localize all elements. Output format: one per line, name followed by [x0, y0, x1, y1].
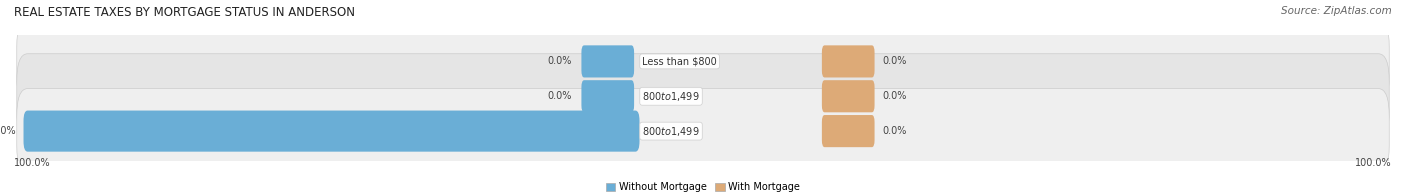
Text: Less than $800: Less than $800	[643, 56, 717, 66]
Text: Source: ZipAtlas.com: Source: ZipAtlas.com	[1281, 6, 1392, 16]
Text: 100.0%: 100.0%	[14, 158, 51, 168]
Text: 100.0%: 100.0%	[1355, 158, 1392, 168]
FancyBboxPatch shape	[582, 80, 634, 112]
FancyBboxPatch shape	[823, 80, 875, 112]
Text: $800 to $1,499: $800 to $1,499	[643, 90, 700, 103]
Text: 0.0%: 0.0%	[547, 56, 572, 66]
Text: $800 to $1,499: $800 to $1,499	[643, 125, 700, 138]
FancyBboxPatch shape	[24, 111, 640, 152]
FancyBboxPatch shape	[17, 89, 1389, 174]
FancyBboxPatch shape	[823, 115, 875, 147]
Text: REAL ESTATE TAXES BY MORTGAGE STATUS IN ANDERSON: REAL ESTATE TAXES BY MORTGAGE STATUS IN …	[14, 6, 356, 19]
Text: 0.0%: 0.0%	[547, 91, 572, 101]
Text: 0.0%: 0.0%	[883, 91, 907, 101]
FancyBboxPatch shape	[17, 19, 1389, 104]
FancyBboxPatch shape	[17, 54, 1389, 139]
FancyBboxPatch shape	[582, 45, 634, 77]
FancyBboxPatch shape	[823, 45, 875, 77]
Text: 100.0%: 100.0%	[0, 126, 17, 136]
Text: 0.0%: 0.0%	[883, 56, 907, 66]
Legend: Without Mortgage, With Mortgage: Without Mortgage, With Mortgage	[602, 178, 804, 196]
Text: 0.0%: 0.0%	[883, 126, 907, 136]
